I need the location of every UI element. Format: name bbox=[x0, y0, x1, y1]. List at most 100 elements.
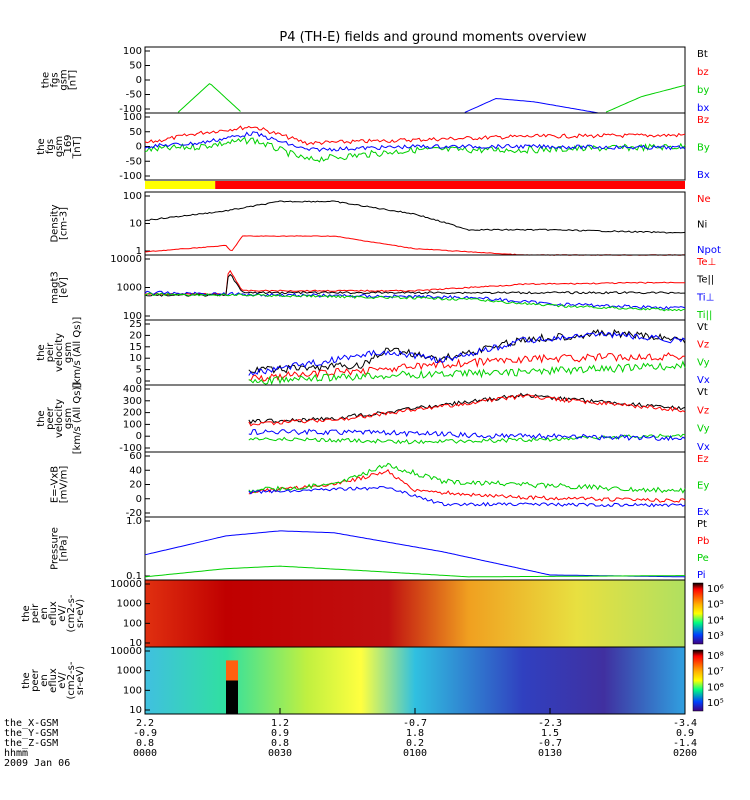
y-tick-label: 0 bbox=[136, 376, 142, 387]
footer-value: 1.2 bbox=[271, 718, 289, 729]
footer-value: 0.2 bbox=[406, 738, 424, 749]
bar-red bbox=[215, 181, 685, 189]
y-tick-label: 10 bbox=[129, 638, 142, 649]
legend-vy: Vy bbox=[697, 424, 710, 435]
y-axis-label: gsm bbox=[54, 136, 65, 157]
Te-perp-line bbox=[144, 269, 685, 296]
legend-ni: Ni bbox=[697, 220, 707, 231]
Bz-line bbox=[144, 125, 686, 146]
footer-value: 0030 bbox=[268, 748, 292, 759]
chart-title: P4 (TH-E) fields and ground moments over… bbox=[279, 30, 587, 45]
footer-value: 0.9 bbox=[676, 728, 694, 739]
bar-yellow bbox=[145, 181, 216, 189]
panel-4: 100 10 1 Density[cm-3] Ne Ni Npot bbox=[50, 191, 721, 257]
Pe-line bbox=[144, 565, 685, 578]
y-tick-label: 200 bbox=[123, 408, 142, 419]
legend-ti: Ti|| bbox=[696, 310, 712, 321]
Ti-par-line bbox=[144, 292, 686, 312]
y-tick-label: -50 bbox=[126, 90, 142, 101]
panel-10: 10⁶ 10⁵ 10⁴ 10³ 10000 1000 100 10 thepeireneflux… bbox=[21, 579, 724, 649]
y-tick-label: 10 bbox=[129, 353, 142, 364]
Vx-line bbox=[248, 428, 686, 442]
y-axis-label: the bbox=[41, 72, 52, 88]
y-tick-label: 10000 bbox=[110, 254, 142, 265]
y-axis-label: Pressure bbox=[50, 527, 61, 570]
y-axis-label: [nT] bbox=[72, 136, 83, 156]
footer-value: 0200 bbox=[673, 748, 697, 759]
Vy-line bbox=[248, 433, 686, 445]
y-tick-label: -50 bbox=[126, 156, 142, 167]
Vx-line bbox=[248, 331, 686, 376]
legend-vz: Vz bbox=[697, 405, 709, 416]
y-tick-label: 20 bbox=[129, 480, 142, 491]
Vz-line bbox=[248, 352, 686, 382]
y-tick-label: 100 bbox=[123, 618, 142, 629]
y-tick-label: 1000 bbox=[117, 666, 142, 677]
Ne-line bbox=[144, 235, 686, 256]
y-tick-label: 0 bbox=[136, 75, 142, 86]
y-axis-label: [eV] bbox=[59, 277, 70, 298]
Ey-line bbox=[248, 462, 686, 494]
y-axis-label: the bbox=[21, 605, 32, 621]
legend-bx: Bx bbox=[697, 170, 710, 181]
footer-value: 0.8 bbox=[271, 738, 289, 749]
y-axis-label: en bbox=[39, 674, 50, 687]
y-tick-label: 10000 bbox=[110, 579, 142, 590]
y-axis-label: eV/ bbox=[57, 605, 68, 622]
y-axis-label: the bbox=[36, 344, 47, 360]
y-tick-label: -20 bbox=[126, 508, 142, 519]
y-tick-label: 100 bbox=[123, 46, 142, 57]
legend-bx: bx bbox=[697, 103, 709, 114]
y-tick-label: -100 bbox=[119, 443, 142, 454]
y-tick-label: 10 bbox=[129, 705, 142, 716]
colorbar-scale bbox=[692, 649, 704, 712]
y-axis-label: Density bbox=[50, 204, 61, 242]
Vy-line bbox=[248, 360, 686, 386]
y-tick-label: 40 bbox=[129, 465, 142, 476]
y-tick-label: 1 bbox=[136, 246, 142, 257]
legend-pb: Pb bbox=[697, 536, 709, 547]
colorbar-tick: 10³ bbox=[707, 631, 724, 642]
legend-ne: Ne bbox=[697, 194, 711, 205]
y-axis-label: fgs bbox=[50, 72, 61, 87]
y-tick-label: 50 bbox=[129, 61, 142, 72]
y-tick-label: -100 bbox=[119, 104, 142, 115]
footer-row-label: the_Z-GSM bbox=[4, 738, 58, 749]
y-tick-label: 300 bbox=[123, 396, 142, 407]
colorbar-tick: 10⁶ bbox=[707, 682, 724, 693]
footer-value: -0.9 bbox=[133, 728, 157, 739]
legend-ez: Ez bbox=[697, 454, 709, 465]
footer-row-label: hhmm bbox=[4, 748, 28, 759]
y-tick-label: 100 bbox=[123, 191, 142, 202]
legend-ex: Ex bbox=[697, 507, 709, 518]
y-tick-label: 0 bbox=[136, 494, 142, 505]
footer-date: 2009 Jan 06 bbox=[4, 758, 70, 769]
panel-frame bbox=[144, 254, 686, 321]
Bx-line bbox=[144, 131, 686, 153]
y-axis-label: peir bbox=[45, 342, 56, 362]
colorbar-tick: 10⁷ bbox=[707, 667, 724, 678]
y-axis-label: sr-eV) bbox=[75, 599, 86, 628]
legend-vt: Vt bbox=[697, 322, 708, 333]
y-axis-label: the bbox=[36, 410, 47, 426]
panel-11: 10⁸ 10⁷ 10⁶ 10⁵ 10000 1000 100 10 thepeereneflux… bbox=[21, 646, 724, 716]
legend-bz: Bz bbox=[697, 115, 709, 126]
legend-pi: Pi bbox=[697, 570, 706, 581]
y-tick-label: 400 bbox=[123, 384, 142, 395]
Ez-line bbox=[248, 468, 686, 503]
y-tick-label: 10 bbox=[129, 219, 142, 230]
colorbar-tick: 10⁸ bbox=[707, 651, 724, 662]
y-axis-label: E=-VxB bbox=[50, 466, 61, 503]
footer-value: 0.9 bbox=[271, 728, 289, 739]
y-tick-label: 1000 bbox=[117, 283, 142, 294]
panel-9: 1.0 0.1 Pressure[nPa] Pt Pb Pe Pi bbox=[50, 516, 710, 582]
footer-value: -0.7 bbox=[538, 738, 562, 749]
panel-frame bbox=[144, 384, 686, 453]
Te-par-line bbox=[144, 273, 685, 297]
footer-row-label: the_X-GSM bbox=[4, 718, 58, 729]
y-tick-label: 60 bbox=[129, 451, 142, 462]
y-tick-label: 1.0 bbox=[126, 516, 142, 527]
by2-line bbox=[605, 84, 686, 113]
